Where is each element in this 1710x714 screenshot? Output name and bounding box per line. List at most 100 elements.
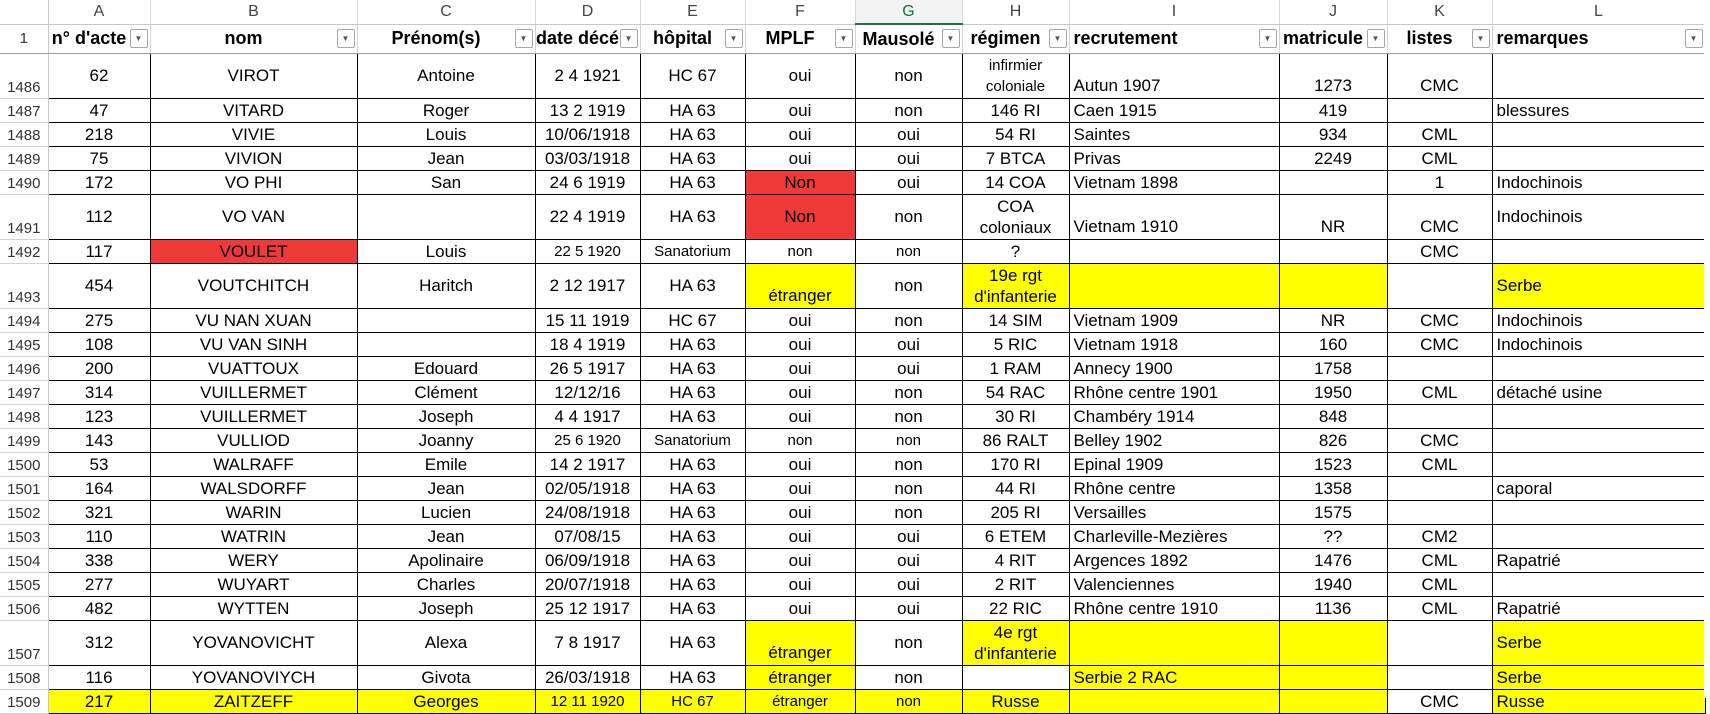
cell-regiment[interactable]: 146 RI — [962, 98, 1070, 123]
cell-nom[interactable]: VO PHI — [150, 170, 358, 195]
cell-recrutement[interactable]: Vietnam 1910 — [1069, 194, 1280, 240]
cell-matricule[interactable]: NR — [1279, 308, 1388, 333]
cell-date-deces[interactable]: 07/08/15 — [535, 524, 641, 549]
cell-remarques[interactable] — [1492, 239, 1706, 264]
cell-regiment[interactable]: infirmier coloniale — [962, 53, 1070, 99]
cell-mausolee[interactable]: oui — [855, 146, 963, 171]
cell-nom[interactable]: WUYART — [150, 572, 358, 597]
cell-mausolee[interactable]: non — [855, 428, 963, 453]
cell-remarques[interactable] — [1492, 452, 1706, 477]
cell-date-deces[interactable]: 24 6 1919 — [535, 170, 641, 195]
cell-date-deces[interactable]: 13 2 1919 — [535, 98, 641, 123]
cell-mausolee[interactable]: non — [855, 500, 963, 525]
cell-recrutement[interactable]: Argences 1892 — [1069, 548, 1280, 573]
cell-mplf[interactable]: oui — [745, 404, 856, 429]
cell-date-deces[interactable]: 25 6 1920 — [535, 428, 641, 453]
cell-date-deces[interactable]: 03/03/1918 — [535, 146, 641, 171]
cell-mplf[interactable]: oui — [745, 452, 856, 477]
cell-listes[interactable] — [1387, 620, 1493, 666]
cell-matricule[interactable] — [1279, 665, 1388, 690]
cell-remarques[interactable]: Rapatrié — [1492, 548, 1706, 573]
cell-mplf[interactable]: oui — [745, 524, 856, 549]
cell-prenom[interactable]: Jean — [357, 146, 536, 171]
cell-mausolee[interactable]: non — [855, 308, 963, 333]
cell-recrutement[interactable]: Rhône centre — [1069, 476, 1280, 501]
cell-nom[interactable]: WARIN — [150, 500, 358, 525]
cell-acte[interactable]: 338 — [48, 548, 151, 573]
cell-prenom[interactable]: Emile — [357, 452, 536, 477]
cell-mplf[interactable]: oui — [745, 380, 856, 405]
row-header[interactable]: 1502 — [0, 500, 49, 525]
cell-acte[interactable]: 75 — [48, 146, 151, 171]
cell-date-deces[interactable]: 12/12/16 — [535, 380, 641, 405]
cell-recrutement[interactable]: Rhône centre 1910 — [1069, 596, 1280, 621]
cell-date-deces[interactable]: 14 2 1917 — [535, 452, 641, 477]
filter-dropdown-icon[interactable]: ▼ — [336, 28, 355, 48]
cell-remarques[interactable]: détaché usine — [1492, 380, 1706, 405]
cell-mplf[interactable]: oui — [745, 98, 856, 123]
cell-regiment[interactable]: ? — [962, 239, 1070, 264]
cell-recrutement[interactable]: Valenciennes — [1069, 572, 1280, 597]
cell-acte[interactable]: 117 — [48, 239, 151, 264]
cell-nom[interactable]: VULLIOD — [150, 428, 358, 453]
cell-nom[interactable]: VO VAN — [150, 194, 358, 240]
cell-nom[interactable]: VIVION — [150, 146, 358, 171]
cell-matricule[interactable]: 1476 — [1279, 548, 1388, 573]
cell-nom[interactable]: YOVANOVIYCH — [150, 665, 358, 690]
cell-acte[interactable]: 454 — [48, 263, 151, 309]
cell-prenom[interactable]: Apolinaire — [357, 548, 536, 573]
cell-matricule[interactable]: 1136 — [1279, 596, 1388, 621]
cell-remarques[interactable] — [1492, 572, 1706, 597]
cell-date-deces[interactable]: 18 4 1919 — [535, 332, 641, 357]
cell-mausolee[interactable]: non — [855, 476, 963, 501]
cell-hopital[interactable]: HA 63 — [640, 263, 746, 309]
cell-regiment[interactable]: 54 RI — [962, 122, 1070, 147]
column-header-i[interactable]: I — [1069, 0, 1280, 25]
cell-remarques[interactable]: Indochinois — [1492, 308, 1706, 333]
cell-remarques[interactable]: Rapatrié — [1492, 596, 1706, 621]
cell-prenom[interactable]: Joseph — [357, 404, 536, 429]
cell-matricule[interactable]: 1950 — [1279, 380, 1388, 405]
cell-listes[interactable]: CML — [1387, 596, 1493, 621]
row-header[interactable]: 1490 — [0, 170, 49, 195]
cell-acte[interactable]: 314 — [48, 380, 151, 405]
filter-dropdown-icon[interactable]: ▼ — [1366, 28, 1385, 48]
cell-mplf[interactable]: oui — [745, 53, 856, 99]
cell-listes[interactable] — [1387, 356, 1493, 381]
cell-regiment[interactable]: 7 BTCA — [962, 146, 1070, 171]
row-header[interactable]: 1507 — [0, 620, 49, 666]
row-header[interactable]: 1498 — [0, 404, 49, 429]
cell-matricule[interactable]: 848 — [1279, 404, 1388, 429]
cell-date-deces[interactable]: 2 12 1917 — [535, 263, 641, 309]
cell-date-deces[interactable]: 25 12 1917 — [535, 596, 641, 621]
cell-acte[interactable]: 218 — [48, 122, 151, 147]
column-header-j[interactable]: J — [1279, 0, 1388, 25]
cell-recrutement[interactable]: Caen 1915 — [1069, 98, 1280, 123]
cell-listes[interactable] — [1387, 404, 1493, 429]
row-header-1[interactable]: 1 — [0, 24, 49, 54]
cell-hopital[interactable]: HA 63 — [640, 452, 746, 477]
cell-regiment[interactable]: 1 RAM — [962, 356, 1070, 381]
cell-hopital[interactable]: HA 63 — [640, 146, 746, 171]
cell-acte[interactable]: 143 — [48, 428, 151, 453]
cell-listes[interactable] — [1387, 98, 1493, 123]
row-header[interactable]: 1501 — [0, 476, 49, 501]
cell-acte[interactable]: 123 — [48, 404, 151, 429]
cell-hopital[interactable]: HA 63 — [640, 596, 746, 621]
row-header[interactable]: 1500 — [0, 452, 49, 477]
cell-nom[interactable]: VITARD — [150, 98, 358, 123]
column-header-h[interactable]: H — [962, 0, 1070, 25]
column-header-l[interactable]: L — [1492, 0, 1706, 25]
cell-nom[interactable]: WERY — [150, 548, 358, 573]
cell-recrutement[interactable]: Autun 1907 — [1069, 53, 1280, 99]
cell-regiment[interactable]: 22 RIC — [962, 596, 1070, 621]
cell-hopital[interactable]: HA 63 — [640, 122, 746, 147]
cell-mausolee[interactable]: oui — [855, 572, 963, 597]
row-header[interactable]: 1509 — [0, 689, 49, 714]
cell-recrutement[interactable]: Charleville-Mezières — [1069, 524, 1280, 549]
cell-mausolee[interactable]: non — [855, 239, 963, 264]
cell-mplf[interactable]: oui — [745, 122, 856, 147]
cell-prenom[interactable]: Georges — [357, 689, 536, 714]
filter-dropdown-icon[interactable]: ▼ — [1258, 28, 1277, 48]
cell-hopital[interactable]: Sanatorium — [640, 428, 746, 453]
